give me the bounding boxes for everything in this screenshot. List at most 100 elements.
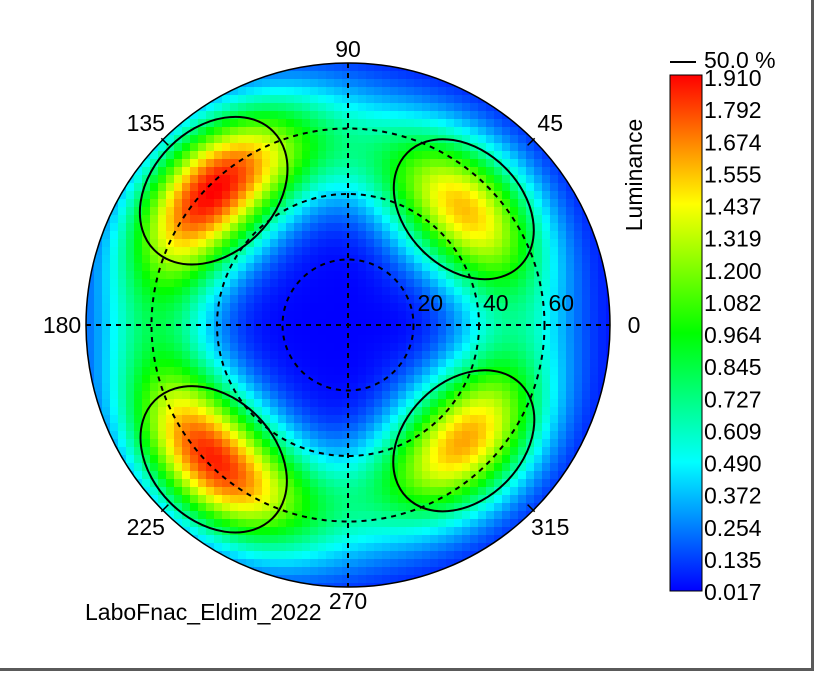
heat-cell	[158, 495, 167, 504]
heat-cell	[486, 119, 495, 128]
heat-cell	[174, 167, 183, 176]
heat-cell	[526, 303, 535, 312]
heat-cell	[534, 415, 543, 424]
heat-cell	[126, 191, 135, 200]
heat-cell	[478, 271, 487, 280]
heat-cell	[230, 111, 239, 120]
heat-cell	[246, 215, 255, 224]
heat-cell	[366, 311, 375, 320]
heat-cell	[358, 335, 367, 344]
heat-cell	[262, 439, 271, 448]
heat-cell	[358, 127, 367, 136]
heat-cell	[510, 343, 519, 352]
heat-cell	[574, 327, 583, 336]
heat-cell	[382, 103, 391, 112]
heat-cell	[574, 263, 583, 272]
heat-cell	[166, 287, 175, 296]
heat-cell	[598, 375, 607, 384]
heat-cell	[382, 391, 391, 400]
heat-cell	[446, 303, 455, 312]
heat-cell	[246, 239, 255, 248]
heat-cell	[406, 207, 415, 216]
heat-cell	[238, 319, 247, 328]
heat-cell	[142, 455, 151, 464]
heat-cell	[526, 263, 535, 272]
heat-cell	[302, 527, 311, 536]
heat-cell	[126, 199, 135, 208]
heat-cell	[454, 399, 463, 408]
heat-cell	[438, 95, 447, 104]
heat-cell	[350, 479, 359, 488]
heat-cell	[134, 463, 143, 472]
heat-cell	[150, 215, 159, 224]
heat-cell	[110, 271, 119, 280]
heat-cell	[406, 447, 415, 456]
heat-cell	[358, 455, 367, 464]
heat-cell	[150, 239, 159, 248]
heat-cell	[390, 247, 399, 256]
heat-cell	[438, 479, 447, 488]
heat-cell	[294, 167, 303, 176]
heat-cell	[310, 143, 319, 152]
heat-cell	[182, 183, 191, 192]
heat-cell	[110, 359, 119, 368]
heat-cell	[102, 263, 111, 272]
heat-cell	[206, 239, 215, 248]
heat-cell	[494, 439, 503, 448]
heat-cell	[510, 439, 519, 448]
heat-cell	[438, 127, 447, 136]
heat-cell	[510, 143, 519, 152]
heat-cell	[462, 319, 471, 328]
heat-cell	[342, 191, 351, 200]
heat-cell	[430, 119, 439, 128]
heat-cell	[214, 319, 223, 328]
heat-cell	[446, 551, 455, 560]
colorbar-tick-label: 1.319	[704, 226, 762, 252]
heat-cell	[438, 247, 447, 256]
heat-cell	[406, 159, 415, 168]
heat-cell	[150, 199, 159, 208]
heat-cell	[358, 511, 367, 520]
heat-cell	[190, 255, 199, 264]
heat-cell	[462, 279, 471, 288]
heat-cell	[310, 407, 319, 416]
heat-cell	[110, 431, 119, 440]
heat-cell	[262, 119, 271, 128]
heat-cell	[102, 327, 111, 336]
heat-cell	[190, 463, 199, 472]
heat-cell	[542, 271, 551, 280]
heat-cell	[406, 95, 415, 104]
heat-cell	[294, 335, 303, 344]
heat-cell	[350, 575, 359, 584]
heat-cell	[374, 447, 383, 456]
heat-cell	[534, 207, 543, 216]
heat-cell	[238, 487, 247, 496]
heat-cell	[566, 383, 575, 392]
heat-cell	[390, 551, 399, 560]
heat-cell	[182, 343, 191, 352]
heat-cell	[278, 207, 287, 216]
heat-cell	[214, 167, 223, 176]
heat-cell	[342, 271, 351, 280]
heat-cell	[390, 215, 399, 224]
heat-cell	[150, 439, 159, 448]
heat-cell	[262, 127, 271, 136]
heat-cell	[326, 455, 335, 464]
radial-tick-labels: 20 40 60	[418, 290, 575, 316]
heat-cell	[430, 87, 439, 96]
heat-cell	[518, 303, 527, 312]
heat-cell	[166, 167, 175, 176]
heat-cell	[398, 183, 407, 192]
heat-cell	[174, 183, 183, 192]
heat-cell	[294, 95, 303, 104]
heat-cell	[206, 111, 215, 120]
heat-cell	[470, 559, 479, 568]
heat-cell	[318, 295, 327, 304]
heat-cell	[374, 383, 383, 392]
heat-cell	[286, 271, 295, 280]
heat-cell	[318, 343, 327, 352]
heat-cell	[254, 447, 263, 456]
heat-cell	[206, 511, 215, 520]
heat-cell	[350, 159, 359, 168]
heat-cell	[478, 383, 487, 392]
